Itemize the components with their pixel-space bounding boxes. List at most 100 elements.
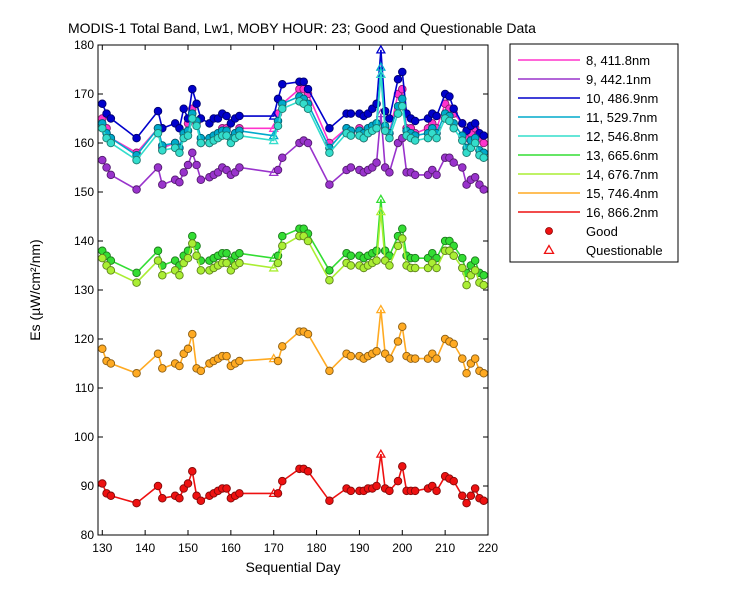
data-point-good (449, 104, 458, 113)
data-point-good (158, 364, 167, 373)
y-tick-label: 90 (81, 479, 95, 493)
data-point-good (179, 168, 188, 177)
data-point-good (398, 462, 407, 471)
data-point-good (299, 77, 308, 86)
data-point-good (158, 271, 167, 280)
data-point-good (175, 271, 184, 280)
y-tick-label: 140 (74, 234, 94, 248)
legend-good-marker (545, 227, 553, 235)
data-point-good (470, 173, 480, 182)
data-point-good (432, 170, 441, 180)
data-point-good (325, 180, 334, 189)
data-point-good (158, 494, 167, 503)
data-point-good (372, 347, 381, 356)
data-point-questionable (375, 206, 386, 216)
data-point-good (278, 476, 287, 486)
x-tick-label: 220 (478, 541, 498, 555)
data-point-good (385, 133, 394, 143)
y-tick-label: 170 (74, 87, 94, 101)
data-point-good (393, 75, 403, 84)
data-point-good (410, 263, 420, 273)
data-point-good (196, 175, 206, 184)
data-point-good (106, 138, 116, 148)
data-point-good (432, 354, 441, 363)
data-point-good (188, 467, 197, 476)
data-point-good (303, 84, 313, 94)
legend-entry: 15, 746.4nm (586, 186, 658, 201)
data-point-good (188, 239, 197, 248)
data-point-good (432, 263, 441, 273)
data-point-good (98, 124, 107, 133)
data-point-good (188, 114, 197, 123)
data-point-good (385, 354, 394, 363)
data-point-questionable (268, 135, 279, 145)
legend-entry-good: Good (586, 224, 618, 239)
data-point-good (449, 339, 458, 349)
legend-entry-questionable: Questionable (586, 243, 663, 258)
data-point-good (273, 258, 283, 268)
data-point-good (183, 479, 193, 488)
data-point-good (188, 231, 197, 241)
data-point-good (106, 114, 116, 123)
data-point-good (458, 163, 467, 172)
data-point-good (222, 484, 231, 493)
data-point-good (158, 146, 167, 155)
plot-series (98, 44, 488, 508)
data-point-good (325, 496, 334, 505)
data-point-good (458, 253, 467, 263)
data-point-good (98, 99, 107, 109)
data-point-good (410, 354, 420, 363)
y-axis-label: Es (µW/cm²/nm) (27, 239, 43, 340)
data-point-good (325, 275, 334, 285)
data-point-good (346, 351, 356, 361)
data-point-good (398, 224, 407, 233)
data-point-good (303, 236, 313, 246)
data-point-good (470, 256, 480, 265)
data-point-good (449, 124, 458, 133)
y-tick-label: 80 (81, 528, 95, 542)
data-point-good (449, 158, 458, 167)
legend-entry: 13, 665.6nm (586, 148, 658, 163)
x-tick-label: 160 (221, 541, 241, 555)
data-point-good (346, 109, 356, 118)
data-point-good (183, 344, 193, 354)
x-axis-label: Sequential Day (246, 559, 341, 575)
x-tick-label: 170 (264, 541, 284, 555)
data-point-good (470, 354, 480, 363)
data-point-good (325, 124, 334, 133)
data-point-good (278, 241, 287, 251)
data-point-good (106, 266, 116, 275)
x-tick-label: 180 (307, 541, 327, 555)
data-point-good (410, 253, 420, 263)
y-axis: 80 90 100 110 120 130 140 150 160 170 180 (74, 38, 488, 542)
data-point-good (106, 491, 116, 501)
data-point-good (398, 67, 407, 77)
data-point-good (479, 185, 488, 194)
y-tick-label: 180 (74, 38, 94, 52)
data-point-good (153, 481, 163, 491)
data-point-good (458, 263, 467, 273)
data-point-good (393, 337, 403, 346)
data-point-good (192, 121, 201, 131)
data-point-good (458, 119, 467, 128)
data-point-good (325, 366, 334, 376)
data-point-good (449, 476, 458, 486)
data-point-good (183, 160, 193, 170)
legend-entry: 11, 529.7nm (586, 110, 657, 125)
data-point-good (235, 248, 244, 258)
data-point-good (273, 165, 283, 175)
data-point-questionable (375, 194, 386, 204)
data-point-good (466, 491, 476, 501)
y-tick-label: 130 (74, 283, 94, 297)
data-point-good (325, 266, 334, 275)
data-point-good (188, 84, 197, 94)
series-2 (98, 108, 488, 194)
data-point-good (410, 116, 420, 126)
data-point-good (278, 342, 287, 351)
legend: 8, 411.8nm 9, 442.1nm 10, 486.9nm 11, 529.7… (509, 43, 679, 263)
data-point-good (278, 104, 287, 113)
series-9 (98, 448, 488, 508)
data-point-good (222, 248, 231, 258)
data-point-good (462, 369, 471, 378)
